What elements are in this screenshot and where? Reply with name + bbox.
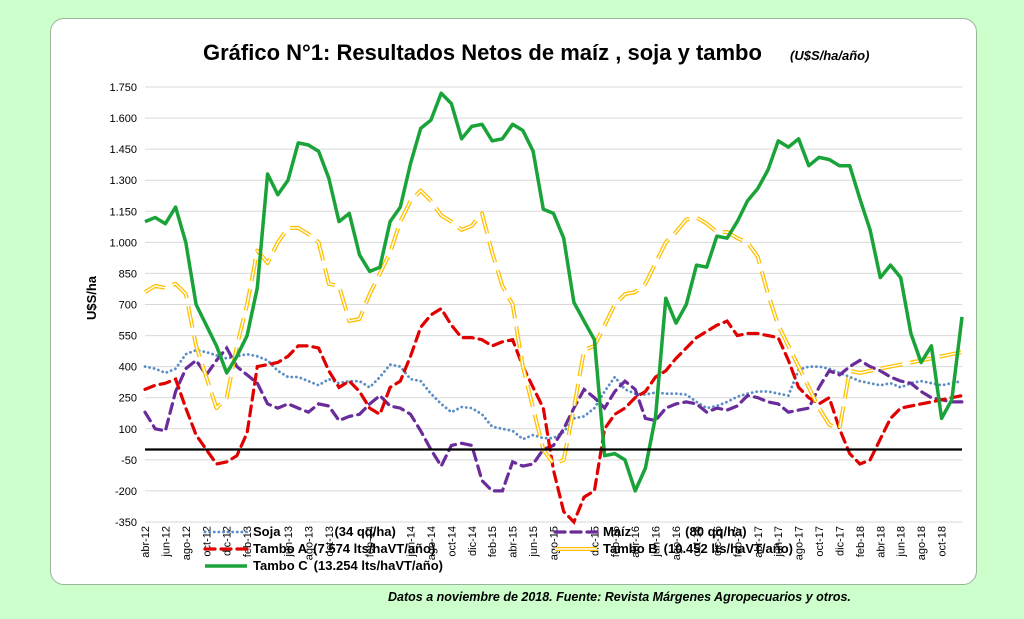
series-line-tambo-a (143, 306, 964, 525)
x-tick-label: ago-12 (181, 526, 193, 560)
x-tick-label: abr-17 (753, 526, 765, 558)
y-tick-label: 1.450 (109, 144, 137, 156)
x-tick-label: oct-14 (446, 526, 458, 557)
y-tick-label: 700 (119, 300, 137, 312)
legend-label-tambo-c: Tambo C (253, 558, 308, 573)
x-tick-label: ago-18 (916, 526, 928, 560)
x-tick-label: oct-12 (201, 526, 213, 557)
x-tick-label: jun-14 (406, 526, 418, 558)
x-tick-label: jun-12 (160, 526, 172, 558)
x-tick-label: oct-13 (324, 526, 336, 557)
x-tick-label: ago-17 (794, 526, 806, 560)
x-tick-label: feb-16 (610, 526, 622, 557)
y-tick-label: 1.000 (109, 237, 137, 249)
x-tick-label: ago-13 (303, 526, 315, 560)
x-tick-label: oct-18 (937, 526, 949, 557)
x-tick-label: feb-18 (855, 526, 867, 557)
y-tick-label: 1.750 (109, 82, 137, 94)
legend-detail-tambo-b: (10.452 lts/haVT/año) (664, 541, 793, 556)
x-tick-label: oct-16 (691, 526, 703, 557)
x-tick-label: abr-18 (875, 526, 887, 558)
x-tick-label: dic-17 (834, 526, 846, 556)
x-tick-label: ago-15 (549, 526, 561, 560)
y-tick-label: 400 (119, 362, 137, 374)
x-tick-label: dic-16 (712, 526, 724, 556)
series-lines (143, 91, 964, 525)
x-tick-label: dic-12 (222, 526, 234, 556)
x-tick-label: oct-17 (814, 526, 826, 557)
series-line-tambo-b (143, 188, 963, 466)
x-tick-label: jun-18 (896, 526, 908, 558)
legend-detail-tambo-c: (13.254 lts/haVT/año) (314, 558, 443, 573)
chart-title-unit: (U$S/ha/año) (790, 48, 869, 63)
y-tick-labels: -350 -200 -50 100 250 400 550 700 850 1.000 1.150 1… (109, 82, 137, 529)
y-tick-label: 850 (119, 268, 137, 280)
y-tick-label: -50 (121, 455, 137, 467)
x-tick-label: jun-17 (773, 526, 785, 558)
series-line-ma-z (143, 345, 964, 493)
y-tick-label: -200 (115, 486, 137, 498)
y-axis-label: U$S/ha (84, 275, 99, 320)
x-tick-label: abr-12 (140, 526, 152, 558)
x-tick-label: feb-15 (487, 526, 499, 557)
y-tick-label: 100 (119, 424, 137, 436)
y-tick-label: 250 (119, 393, 137, 405)
y-tick-label: 1.150 (109, 206, 137, 218)
legend-detail-tambo-a: (7.574 lts/haVT/año) (313, 541, 435, 556)
y-tick-label: -350 (115, 517, 137, 529)
legend-label-ma-z: Maíz (603, 524, 632, 539)
y-tick-label: 1.600 (109, 113, 137, 125)
series-line-tambo-c (144, 91, 964, 493)
legend-label-soja: Soja (253, 524, 281, 539)
series-line-soja (143, 348, 964, 441)
x-tick-label: ago-16 (671, 526, 683, 560)
series-line-tambo-b-inner (144, 189, 963, 465)
x-tick-label: feb-17 (732, 526, 744, 557)
y-tick-label: 550 (119, 331, 137, 343)
legend: Soja (34 qq/ha) Maíz (80 qq/ha) Tambo A (7.57… (203, 524, 793, 573)
footnote: Datos a noviembre de 2018. Fuente: Revis… (388, 590, 851, 604)
legend-label-tambo-a: Tambo A (253, 541, 308, 556)
x-tick-label: jun-16 (651, 526, 663, 558)
chart-title: Gráfico N°1: Resultados Netos de maíz , … (203, 40, 762, 65)
legend-detail-ma-z: (80 qq/ha) (685, 524, 746, 539)
grid-lines (145, 86, 962, 523)
x-tick-label: ago-14 (426, 526, 438, 560)
y-tick-label: 1.300 (109, 175, 137, 187)
x-tick-label: jun-13 (283, 526, 295, 558)
x-tick-label: dic-14 (467, 526, 479, 556)
x-tick-label: jun-15 (528, 526, 540, 558)
x-tick-label: abr-15 (508, 526, 520, 558)
x-tick-label: feb-14 (365, 526, 377, 557)
legend-label-tambo-b: Tambo B (603, 541, 658, 556)
x-tick-label: abr-16 (630, 526, 642, 558)
legend-detail-soja: (34 qq/ha) (334, 524, 395, 539)
